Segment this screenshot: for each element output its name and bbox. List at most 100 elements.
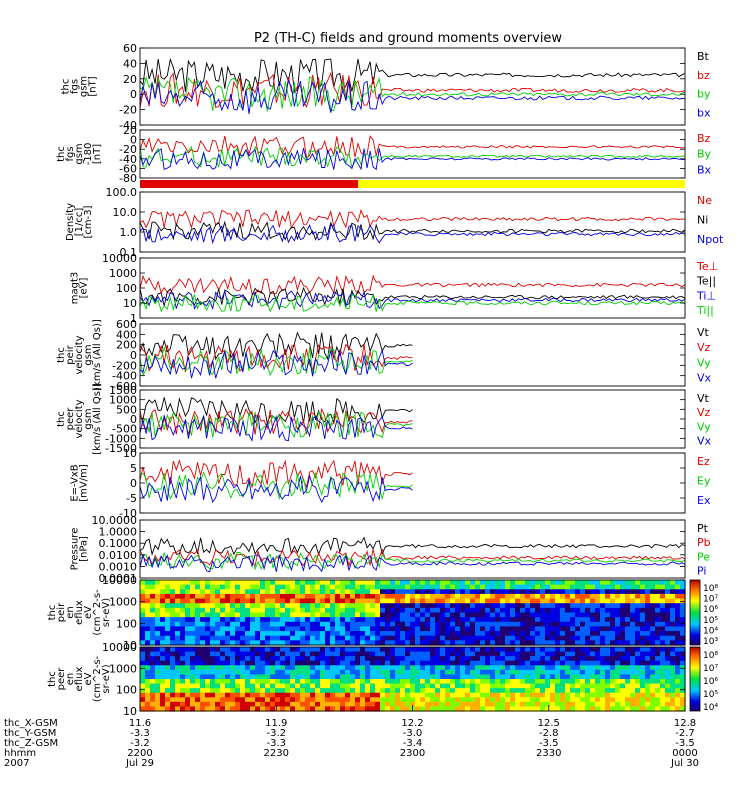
spectrogram-cell <box>600 688 606 694</box>
spectrogram-cell <box>440 651 446 657</box>
spectrogram-cell <box>275 701 281 708</box>
spectrogram-cell <box>530 674 536 680</box>
spectrogram-cell <box>240 679 246 685</box>
y-tick-label: 400 <box>116 328 137 341</box>
spectrogram-cell <box>185 669 191 676</box>
spectrogram-cell <box>320 626 326 632</box>
spectrogram-cell <box>545 635 551 641</box>
spectrogram-cell <box>180 651 186 657</box>
spectrogram-cell <box>195 683 201 689</box>
spectrogram-cell <box>275 621 281 628</box>
spectrogram-cell <box>570 706 576 712</box>
spectrogram-cell <box>370 617 376 623</box>
spectrogram-cell <box>180 631 186 637</box>
spectrogram-cell <box>455 706 461 712</box>
spectrogram-cell <box>140 598 146 604</box>
spectrogram-cell <box>655 697 661 703</box>
spectrogram-cell <box>170 603 176 609</box>
spectrogram-cell <box>180 593 186 600</box>
spectrogram-cell <box>680 603 686 609</box>
spectrogram-cell <box>145 580 151 586</box>
spectrogram-cell <box>380 697 386 703</box>
spectrogram-cell <box>315 679 321 685</box>
spectrogram-cell <box>275 612 281 618</box>
spectrogram-cell <box>545 701 551 708</box>
spectrogram-cell <box>240 580 246 586</box>
spectrogram-cell <box>515 584 521 590</box>
spectrogram-cell <box>655 603 661 609</box>
spectrogram-cell <box>585 617 591 623</box>
spectrogram-cell <box>415 656 421 662</box>
spectrogram-cell <box>150 593 156 600</box>
spectrogram-cell <box>270 656 276 662</box>
spectrogram-cell <box>405 612 411 618</box>
spectrogram-cell <box>650 607 656 614</box>
spectrogram-cell <box>410 688 416 694</box>
spectrogram-cell <box>390 660 396 666</box>
spectrogram-cell <box>280 617 286 623</box>
spectrogram-cell <box>535 631 541 637</box>
spectrogram-cell <box>465 679 471 685</box>
spectrogram-cell <box>535 647 541 653</box>
spectrogram-cell <box>400 580 406 586</box>
spectrogram-cell <box>145 674 151 680</box>
x-tick-label: 2230 <box>264 748 289 759</box>
spectrogram-cell <box>310 674 316 680</box>
spectrogram-cell <box>550 692 556 698</box>
spectrogram-cell <box>680 651 686 657</box>
spectrogram-cell <box>620 660 626 666</box>
spectrogram-cell <box>325 701 331 708</box>
spectrogram-cell <box>615 660 621 666</box>
spectrogram-cell <box>210 674 216 680</box>
spectrogram-cell <box>670 665 676 671</box>
spectrogram-cell <box>335 647 341 653</box>
spectrogram-cell <box>460 626 466 632</box>
spectrogram-cell <box>365 674 371 680</box>
spectrogram-cell <box>275 626 281 632</box>
spectrogram-cell <box>565 617 571 623</box>
spectrogram-cell <box>405 665 411 671</box>
spectrogram-cell <box>285 584 291 590</box>
spectrogram-cell <box>235 584 241 590</box>
spectrogram-cell <box>185 607 191 614</box>
spectrogram-cell <box>330 580 336 586</box>
spectrogram-cell <box>490 669 496 676</box>
spectrogram-cell <box>335 683 341 689</box>
spectrogram-cell <box>600 617 606 623</box>
spectrogram-cell <box>425 589 431 595</box>
spectrogram-cell <box>375 647 381 653</box>
spectrogram-cell <box>440 584 446 590</box>
spectrogram-cell <box>590 603 596 609</box>
spectrogram-cell <box>355 621 361 628</box>
spectrogram-cell <box>370 697 376 703</box>
y-tick-label: 1.0000 <box>99 526 138 539</box>
panel-peer-eflux: 10⁸10⁷10⁶10⁵10⁴10000100010010thcpeerenef… <box>47 641 718 718</box>
spectrogram-cell <box>350 701 356 708</box>
spectrogram-cell <box>330 674 336 680</box>
spectrogram-cell <box>655 631 661 637</box>
spectrogram-cell <box>385 669 391 676</box>
spectrogram-cell <box>390 617 396 623</box>
spectrogram-cell <box>225 631 231 637</box>
spectrogram-cell <box>645 701 651 708</box>
spectrogram-cell <box>170 688 176 694</box>
spectrogram-cell <box>605 589 611 595</box>
spectrogram-cell <box>530 701 536 708</box>
spectrogram-cell <box>280 683 286 689</box>
series-line-Vt <box>139 331 413 361</box>
spectrogram-cell <box>255 635 261 641</box>
spectrogram-cell <box>585 697 591 703</box>
spectrogram-cell <box>145 683 151 689</box>
spectrogram-cell <box>545 589 551 595</box>
spectrogram-cell <box>230 674 236 680</box>
spectrogram-cell <box>415 621 421 628</box>
spectrogram-cell <box>295 665 301 671</box>
spectrogram-cell <box>255 593 261 600</box>
spectrogram-cell <box>555 660 561 666</box>
spectrogram-cell <box>630 660 636 666</box>
spectrogram-cell <box>230 635 236 641</box>
spectrogram-cell <box>650 589 656 595</box>
spectrogram-cell <box>390 640 396 646</box>
spectrogram-cell <box>610 688 616 694</box>
spectrogram-cell <box>545 617 551 623</box>
